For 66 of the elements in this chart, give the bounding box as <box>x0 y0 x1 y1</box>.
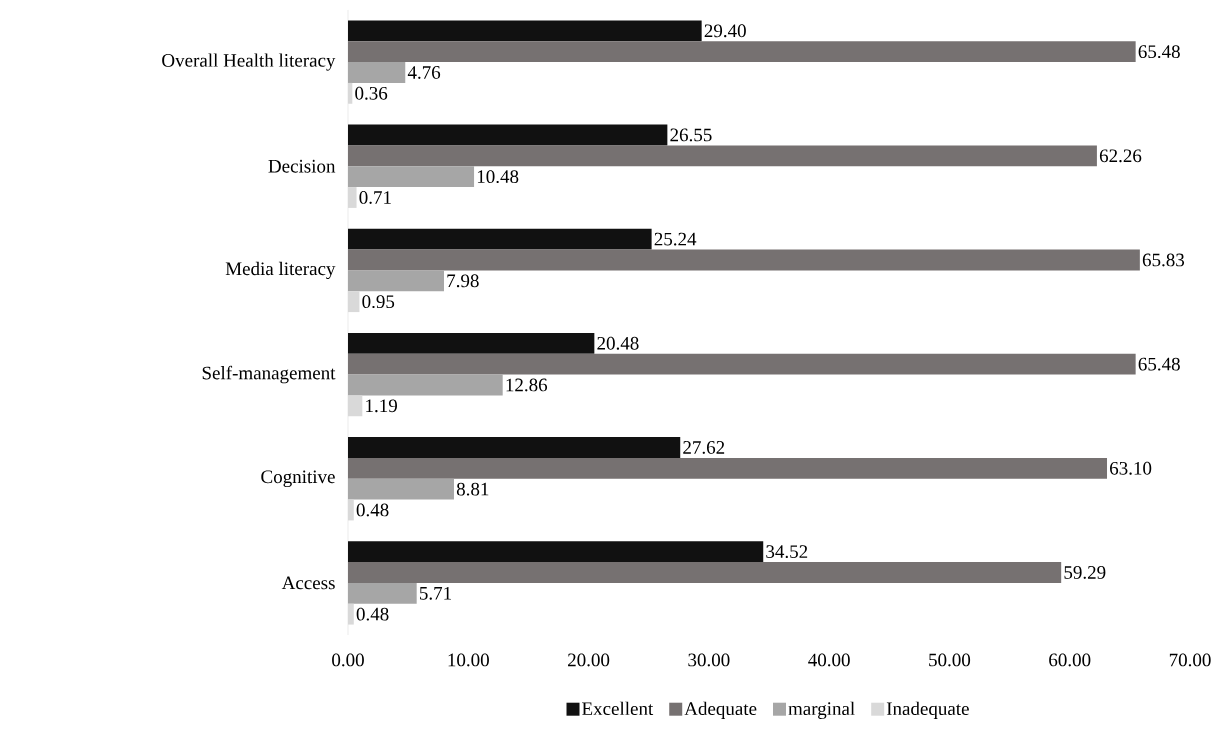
bar <box>348 582 417 604</box>
bar <box>348 41 1136 63</box>
bar <box>348 437 681 458</box>
bar <box>348 457 1108 479</box>
data-label: 0.36 <box>355 86 388 100</box>
data-label: 25.24 <box>654 232 697 246</box>
y-tick-label: Access <box>281 576 335 590</box>
bar <box>348 353 1136 375</box>
x-tick-label: 50.00 <box>929 653 971 667</box>
bar <box>348 291 360 313</box>
x-tick-label: 0.00 <box>332 653 364 667</box>
y-tick-label: Media literacy <box>225 261 336 280</box>
bar <box>348 228 652 250</box>
bar <box>348 82 353 104</box>
y-tick-label: Self-management <box>202 365 336 384</box>
x-tick-label: 60.00 <box>1049 653 1091 667</box>
bar <box>348 332 595 354</box>
legend-label: Excellent <box>582 701 654 716</box>
data-label: 63.10 <box>1110 461 1152 475</box>
x-tick-label: 70.00 <box>1169 653 1211 667</box>
bar <box>348 562 1062 583</box>
data-label: 7.98 <box>447 274 479 288</box>
data-label: 4.76 <box>407 66 441 79</box>
y-tick-label: Cognitive <box>261 470 335 488</box>
bar <box>348 145 1097 167</box>
x-tick-label: 40.00 <box>808 653 850 667</box>
legend-label: marginal <box>788 701 855 719</box>
data-label: 59.29 <box>1064 566 1106 579</box>
data-label: 5.71 <box>419 586 451 600</box>
x-tick-label: 30.00 <box>688 653 730 667</box>
bar <box>348 395 363 417</box>
data-label: 0.48 <box>356 503 389 517</box>
bar <box>348 62 406 83</box>
data-label: 29.40 <box>704 24 746 38</box>
data-label: 0.48 <box>356 607 389 621</box>
data-label: 65.48 <box>1138 45 1180 59</box>
data-label: 0.95 <box>362 295 395 309</box>
data-label: 0.71 <box>359 191 391 204</box>
data-label: 65.83 <box>1142 253 1185 267</box>
data-label: 27.62 <box>683 441 725 454</box>
legend-label: Adequate <box>684 701 757 719</box>
bar <box>348 374 503 396</box>
bar <box>348 478 454 500</box>
bar <box>348 20 702 42</box>
x-tick-label: 10.00 <box>448 653 489 667</box>
y-tick-label: Overall Health literacy <box>162 53 336 71</box>
y-tick-label: Decision <box>268 159 336 173</box>
bar <box>348 166 475 188</box>
data-label: 65.48 <box>1138 357 1180 371</box>
bar <box>348 124 668 146</box>
legend-label: Inadequate <box>886 701 969 719</box>
data-label: 12.86 <box>506 378 548 392</box>
bar <box>348 499 354 521</box>
data-label: 10.48 <box>477 170 519 184</box>
bar <box>348 187 357 208</box>
data-label: 34.52 <box>766 545 808 559</box>
data-label: 20.48 <box>597 336 639 350</box>
x-tick-label: 20.00 <box>568 653 610 667</box>
bar <box>348 603 354 625</box>
data-label: 1.19 <box>366 399 397 413</box>
bar <box>348 270 444 292</box>
bar <box>348 541 764 563</box>
data-label: 26.55 <box>670 128 712 142</box>
data-label: 62.26 <box>1099 149 1142 163</box>
bar <box>348 249 1140 271</box>
data-label: 8.81 <box>456 482 489 496</box>
